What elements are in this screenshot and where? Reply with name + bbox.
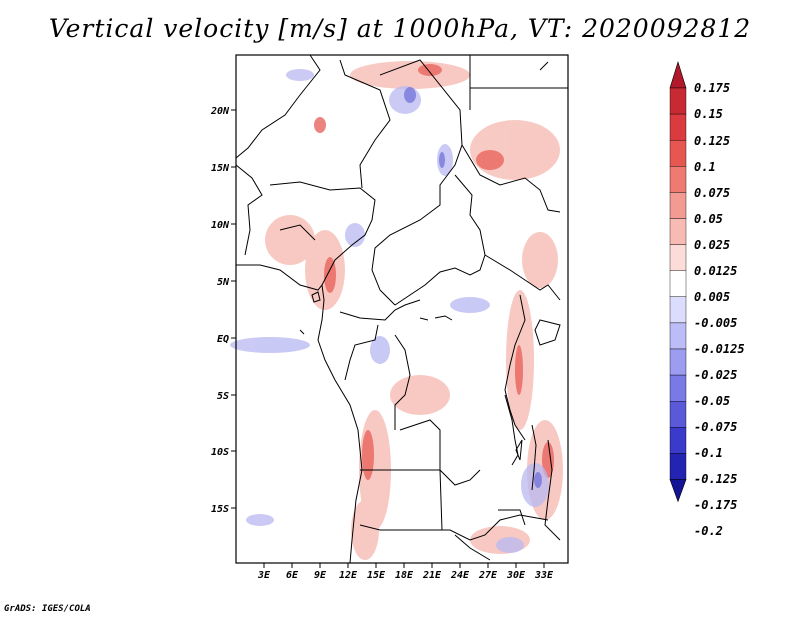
cb-label-7: 0.0125 [694,264,737,278]
colorbar-swatch [669,87,687,115]
colorbar-swatch [669,218,687,245]
lon-label-3e: 3E [257,570,271,581]
lat-label-10s: 10S [211,447,229,458]
cb-label-15: -0.125 [694,472,737,486]
lat-label-20n: 20N [210,106,230,117]
cb-label-13: -0.075 [694,420,737,434]
colorbar-swatch [669,348,687,376]
lon-label-33e: 33E [534,570,554,581]
lon-label-30e: 30E [506,570,526,581]
colorbar-swatch [669,296,687,324]
cb-label-8: 0.005 [694,290,730,304]
colorbar-swatch [669,374,687,402]
lat-label-eq: EQ [217,334,229,345]
colorbar-swatch [669,453,687,480]
colorbar-swatch [669,166,687,193]
colorbar-swatch [669,322,687,350]
colorbar: 0.175 0.15 0.125 0.1 0.075 0.05 0.025 0.… [669,60,745,538]
country-borders [235,54,568,564]
lon-label-15e: 15E [367,570,386,581]
lat-label-15n: 15N [211,163,230,174]
cb-label-16: -0.175 [694,498,737,512]
latitude-axis: 20N 15N 10N 5N EQ 5S 10S 15S [210,106,236,515]
colorbar-bottom-arrow [669,479,687,503]
cb-label-9: -0.005 [694,316,737,330]
lat-label-5s: 5S [217,391,229,402]
map-title: Vertical velocity [m/s] at 1000hPa, VT: … [48,14,752,43]
lon-label-18e: 18E [395,570,414,581]
lon-label-6e: 6E [286,570,299,581]
cb-label-1: 0.15 [694,107,723,121]
cb-label-12: -0.05 [694,394,730,408]
lon-label-27e: 27E [478,570,498,581]
cb-label-14: -0.1 [694,446,723,460]
lon-label-24e: 24E [450,570,470,581]
lon-label-12e: 12E [339,570,358,581]
colorbar-swatch [669,113,687,141]
colorbar-swatch [669,401,687,428]
cb-label-6: 0.025 [694,238,730,252]
lon-label-9e: 9E [314,570,327,581]
lon-label-21e: 21E [422,570,442,581]
cb-label-4: 0.075 [694,186,730,200]
colorbar-swatch [669,270,687,298]
colorbar-swatch [669,427,687,454]
map-frame [235,54,569,564]
colorbar-swatch [669,139,687,167]
cb-label-0: 0.175 [694,81,730,95]
velocity-field [230,55,568,563]
colorbar-swatch [669,244,687,271]
cb-label-17: -0.2 [694,524,723,538]
longitude-axis: 3E 6E 9E 12E 15E 18E 21E 24E 27E 30E 33E [257,563,554,581]
lat-label-10n: 10N [211,220,230,231]
cb-label-3: 0.1 [694,160,716,174]
cb-label-10: -0.0125 [694,342,745,356]
lat-label-15s: 15S [211,504,229,515]
lat-label-5n: 5N [217,277,230,288]
cb-label-5: 0.05 [694,212,723,226]
grads-credit: GrADS: IGES/COLA [4,604,91,614]
colorbar-top-arrow [669,60,687,89]
cb-label-11: -0.025 [694,368,737,382]
colorbar-swatch [669,192,687,219]
cb-label-2: 0.125 [694,134,730,148]
